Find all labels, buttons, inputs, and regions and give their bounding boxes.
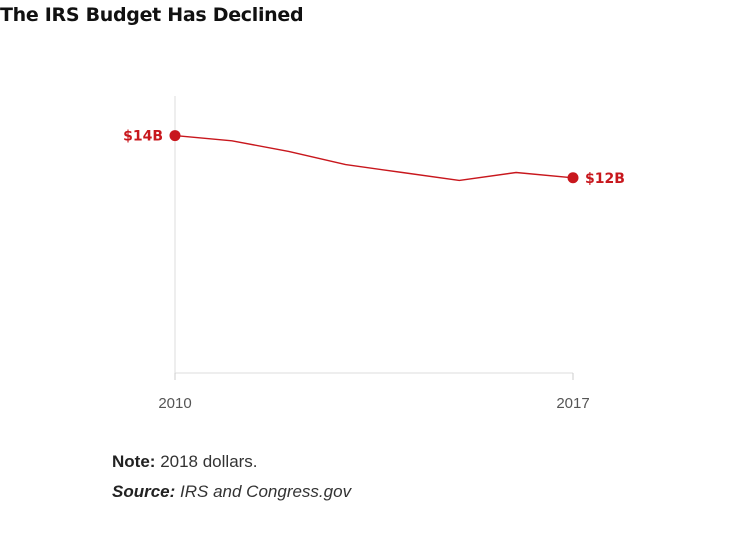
series-line (174, 134, 574, 182)
source-text: IRS and Congress.gov (180, 482, 352, 501)
x-tick-label: 2017 (556, 395, 589, 412)
data-label: $12B (585, 171, 625, 187)
endpoint-marker (169, 130, 181, 142)
note-text: 2018 dollars. (160, 452, 258, 471)
endpoint-marker (567, 172, 579, 184)
data-labels: $14B $12B (123, 129, 625, 187)
chart-title: The IRS Budget Has Declined (0, 4, 304, 26)
x-tick-label: 2010 (158, 395, 191, 412)
data-label: $14B (123, 129, 163, 145)
chart-note: Note: 2018 dollars. (112, 452, 258, 472)
x-axis-ticks: 2010 2017 (158, 373, 590, 412)
source-key: Source: (112, 482, 176, 501)
chart-source: Source: IRS and Congress.gov (112, 482, 351, 502)
series-layer (174, 134, 574, 182)
note-key: Note: (112, 452, 156, 471)
